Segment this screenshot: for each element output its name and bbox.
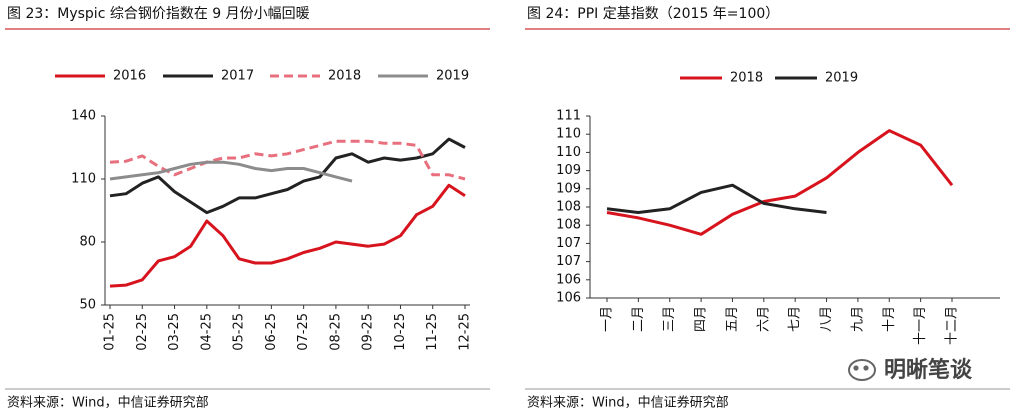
x-tick-label: 11-25 (425, 313, 440, 351)
y-tick-label: 110 (556, 127, 581, 142)
x-tick-label: 七月 (788, 306, 803, 332)
x-tick-label: 六月 (756, 306, 771, 332)
x-tick-label: 08-25 (328, 313, 343, 351)
x-tick-label: 10-25 (393, 313, 408, 351)
y-tick-label: 108 (556, 218, 581, 233)
x-tick-label: 06-25 (264, 313, 279, 351)
x-tick-label: 02-25 (135, 313, 150, 351)
y-tick-label: 106 (556, 291, 581, 306)
y-tick-label: 140 (71, 109, 96, 124)
x-tick-label: 01-25 (103, 313, 118, 351)
series-line (606, 129, 954, 236)
x-tick-label: 十月 (882, 306, 897, 332)
y-tick-label: 107 (556, 236, 581, 251)
series-line (606, 183, 827, 214)
x-tick-label: 05-25 (232, 313, 247, 351)
y-tick-label: 111 (556, 109, 581, 124)
x-tick-label: 04-25 (199, 313, 214, 351)
y-tick-label: 109 (556, 163, 581, 178)
x-tick-label: 五月 (725, 306, 740, 332)
chart-title: 图 23：Myspic 综合钢价指数在 9 月份小幅回暖 (7, 6, 310, 22)
x-tick-label: 03-25 (167, 313, 182, 351)
chart-title: 图 24：PPI 定基指数（2015 年=100） (527, 5, 779, 22)
x-tick-label: 二月 (631, 306, 646, 332)
y-tick-label: 107 (556, 254, 581, 269)
source-note: 资料来源：Wind，中信证券研究部 (7, 395, 209, 411)
y-tick-label: 106 (556, 272, 581, 287)
y-tick-label: 50 (79, 298, 96, 313)
x-tick-label: 十一月 (913, 306, 928, 345)
y-tick-label: 80 (79, 235, 96, 250)
watermark-icon (848, 359, 876, 381)
y-tick-label: 108 (556, 200, 581, 215)
watermark: 明晰笔谈 (884, 357, 973, 383)
x-tick-label: 三月 (662, 306, 677, 332)
series-line (109, 139, 466, 181)
x-tick-label: 八月 (819, 306, 834, 332)
legend-label: 2018 (328, 69, 361, 84)
legend-label: 2019 (436, 69, 469, 84)
x-tick-label: 十二月 (945, 306, 960, 345)
legend-label: 2016 (113, 69, 146, 84)
series-line (109, 183, 466, 288)
series-line (109, 160, 353, 183)
y-tick-label: 109 (556, 181, 581, 196)
x-tick-label: 九月 (850, 306, 865, 332)
x-tick-label: 09-25 (361, 313, 376, 351)
x-tick-label: 一月 (600, 306, 615, 332)
y-tick-label: 110 (71, 172, 96, 187)
x-tick-label: 12-25 (458, 313, 473, 351)
y-tick-label: 110 (556, 145, 581, 160)
legend-label: 2019 (825, 71, 858, 86)
legend-label: 2018 (730, 71, 763, 86)
x-tick-label: 四月 (694, 306, 709, 332)
legend-label: 2017 (221, 69, 254, 84)
x-tick-label: 07-25 (296, 313, 311, 351)
source-note: 资料来源：Wind，中信证券研究部 (527, 395, 729, 411)
series-line (109, 137, 466, 215)
